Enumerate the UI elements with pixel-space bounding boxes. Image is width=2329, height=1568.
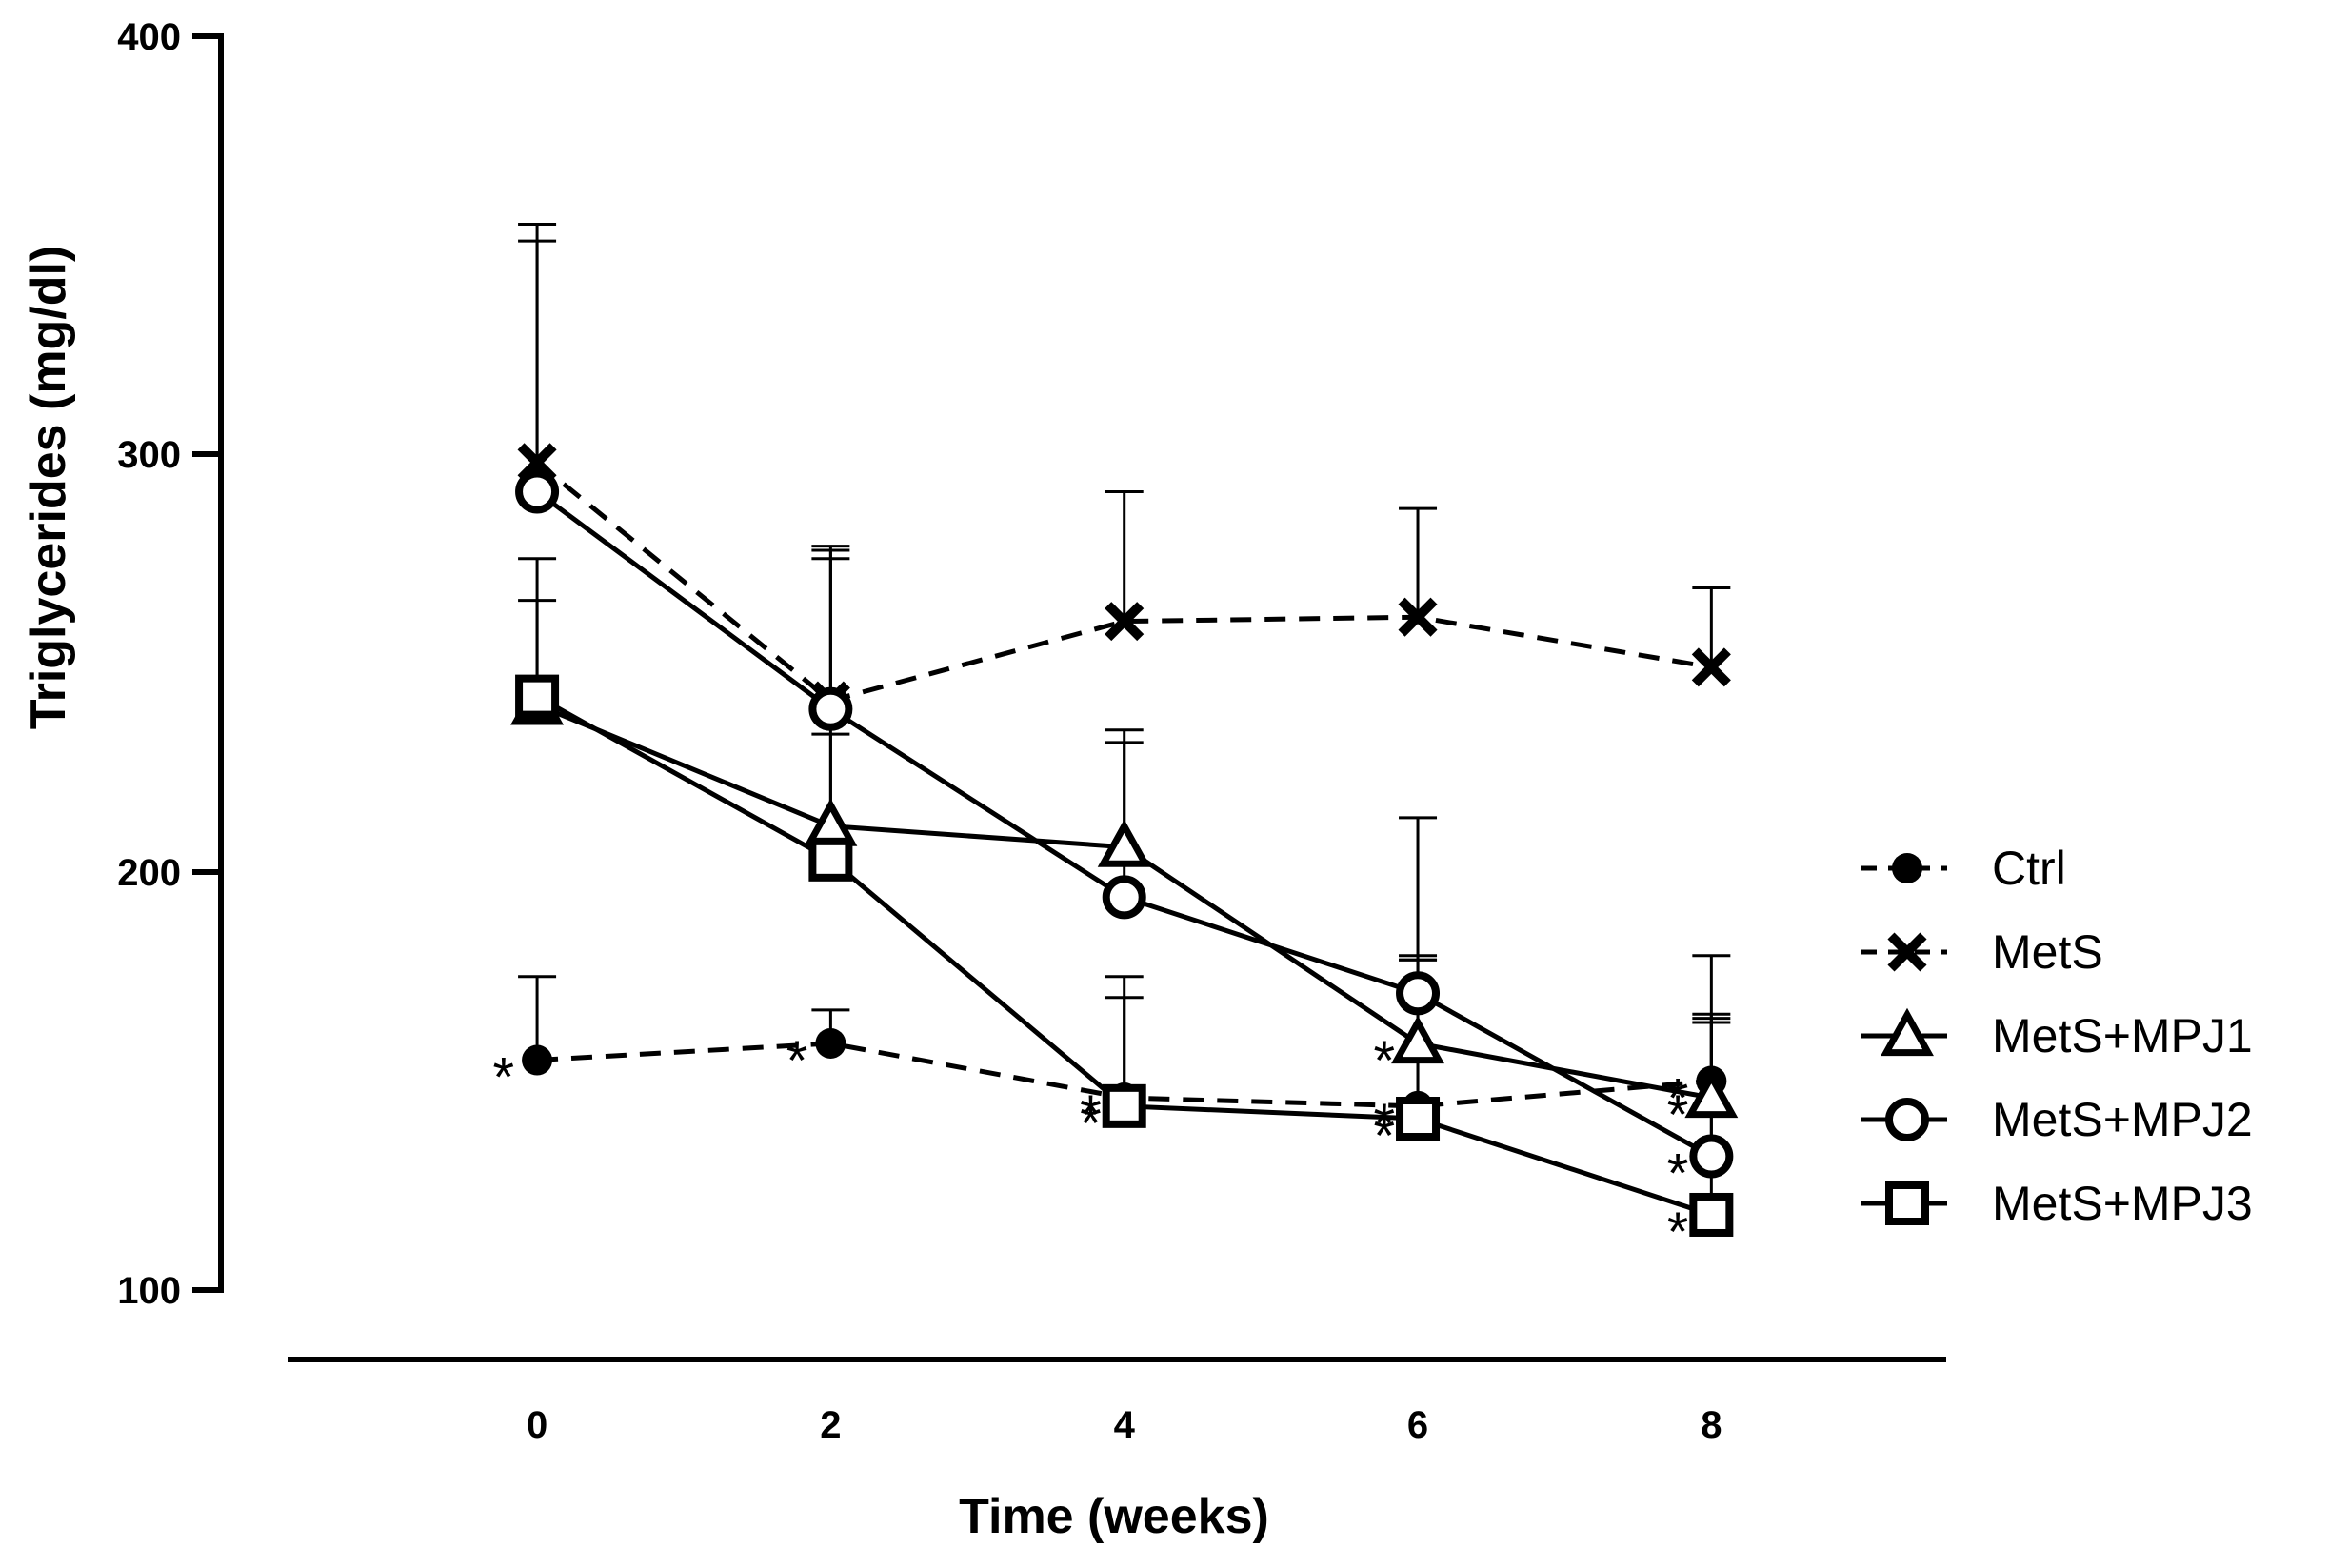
- legend-marker-ctrl: [1892, 853, 1922, 883]
- legend-item-ctrl: Ctrl: [1861, 842, 2066, 895]
- marker-mets-mpj2: [515, 469, 560, 514]
- marker-mets-mpj2: [1396, 971, 1441, 1016]
- significance-star-mets-mpj2: *: [1667, 1143, 1689, 1205]
- marker-mets-mpj3: [515, 674, 560, 719]
- marker-ctrl: [522, 1044, 553, 1076]
- marker-mets-mpj2: [1102, 875, 1146, 920]
- marker-mets: [1691, 647, 1731, 687]
- x-tick-label: 4: [1114, 1404, 1136, 1446]
- legend-label: MetS+MPJ2: [1992, 1093, 2253, 1146]
- y-tick-label: 300: [117, 434, 181, 476]
- legend-marker-mets: [1887, 932, 1927, 972]
- marker-mets-mpj3: [808, 837, 853, 882]
- significance-star-ctrl: *: [786, 1030, 808, 1092]
- legend-item-mets-mpj2: MetS+MPJ2: [1861, 1093, 2253, 1146]
- marker-mets-mpj1: [1097, 819, 1151, 867]
- y-tick-label: 400: [117, 16, 181, 58]
- series-markers: [510, 443, 1739, 1237]
- significance-star-ctrl: *: [1667, 1068, 1689, 1130]
- y-axis-title: Triglycerides (mg/dl): [21, 246, 76, 730]
- axes: 100 200 300 400 0 2 4 6 8: [117, 16, 1946, 1446]
- marker-mets-mpj1: [804, 798, 858, 846]
- y-axis-ticks: 100 200 300 400: [117, 16, 221, 1312]
- marker-mets-mpj1: [1391, 1015, 1444, 1064]
- legend-marker-mets-mpj3: [1885, 1181, 1929, 1225]
- significance-star-mets-mpj1: *: [1667, 1084, 1689, 1146]
- legend-label: MetS+MPJ3: [1992, 1177, 2253, 1230]
- legend-marker-mets-mpj1: [1881, 1007, 1934, 1057]
- marker-mets-mpj3: [1396, 1097, 1441, 1141]
- legend-item-mets-mpj3: MetS+MPJ3: [1861, 1177, 2253, 1230]
- significance-markers: * ** * ***** **: [492, 1030, 1688, 1263]
- x-tick-label: 2: [820, 1404, 841, 1446]
- x-tick-label: 0: [527, 1404, 547, 1446]
- x-axis-ticks: 0 2 4 6 8: [527, 1404, 1722, 1446]
- significance-star-ctrl: *: [1080, 1084, 1102, 1146]
- significance-star-mets-mpj1: *: [1373, 1030, 1395, 1092]
- marker-mets-mpj2: [808, 686, 853, 731]
- legend-item-mets-mpj1: MetS+MPJ1: [1861, 1007, 2253, 1062]
- marker-mets-mpj3: [1102, 1083, 1146, 1128]
- legend: Ctrl MetS MetS+MPJ1 MetS+MPJ2 MetS+MPJ3: [1861, 842, 2253, 1230]
- marker-mets: [1398, 597, 1438, 637]
- marker-mets: [1105, 602, 1145, 642]
- significance-star-ctrl: *: [492, 1047, 514, 1109]
- significance-star-mets-mpj3: *: [1373, 1105, 1395, 1167]
- legend-label: MetS: [1992, 925, 2103, 979]
- legend-label: MetS+MPJ1: [1992, 1009, 2253, 1062]
- legend-label: Ctrl: [1992, 842, 2066, 895]
- x-tick-label: 8: [1701, 1404, 1722, 1446]
- x-tick-label: 6: [1407, 1404, 1428, 1446]
- marker-mets-mpj1: [1684, 1069, 1739, 1119]
- marker-mets-mpj2: [1689, 1134, 1734, 1179]
- y-tick-label: 100: [117, 1270, 181, 1312]
- significance-star-mets-mpj3: *: [1080, 1093, 1102, 1155]
- marker-ctrl: [815, 1027, 846, 1059]
- significance-star-mets-mpj3: *: [1667, 1201, 1689, 1263]
- marker-mets-mpj3: [1689, 1192, 1734, 1237]
- legend-item-mets: MetS: [1861, 925, 2103, 979]
- x-axis-title: Time (weeks): [959, 1489, 1269, 1544]
- y-tick-label: 200: [117, 852, 181, 894]
- significance-star-ctrl: *: [1373, 1093, 1395, 1155]
- legend-marker-mets-mpj2: [1885, 1098, 1929, 1141]
- series-line-mets: [535, 460, 1712, 704]
